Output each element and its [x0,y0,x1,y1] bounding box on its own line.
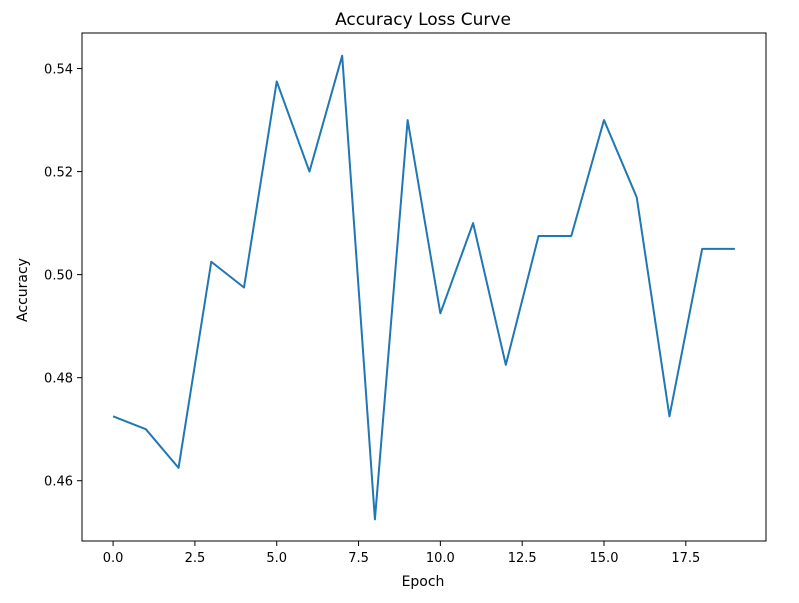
x-axis-label: Epoch [402,574,445,590]
y-axis-label: Accuracy [15,258,31,322]
accuracy-series-line [112,54,735,521]
x-tick-label: 12.5 [508,551,537,566]
x-tick-label: 7.5 [348,551,369,566]
x-tick-label: 2.5 [185,551,206,566]
x-tick-label: 17.5 [671,551,700,566]
x-tick-label: 15.0 [590,551,619,566]
series-layer [112,54,735,521]
x-tick-label: 0.0 [103,551,124,566]
x-tick-label: 5.0 [266,551,287,566]
chart-title: Accuracy Loss Curve [335,10,511,30]
y-tick-label: 0.48 [44,372,73,387]
plot-frame [81,32,767,542]
y-tick-label: 0.46 [44,475,73,490]
x-axis-ticks: 0.0 2.5 5.0 7.5 10.0 12.5 15.0 17.5 [103,541,700,566]
y-tick-label: 0.52 [44,166,73,181]
x-tick-label: 10.0 [426,551,455,566]
y-tick-label: 0.54 [44,63,73,78]
y-tick-label: 0.50 [44,269,73,284]
y-axis-ticks: 0.46 0.48 0.50 0.52 0.54 [44,63,82,490]
